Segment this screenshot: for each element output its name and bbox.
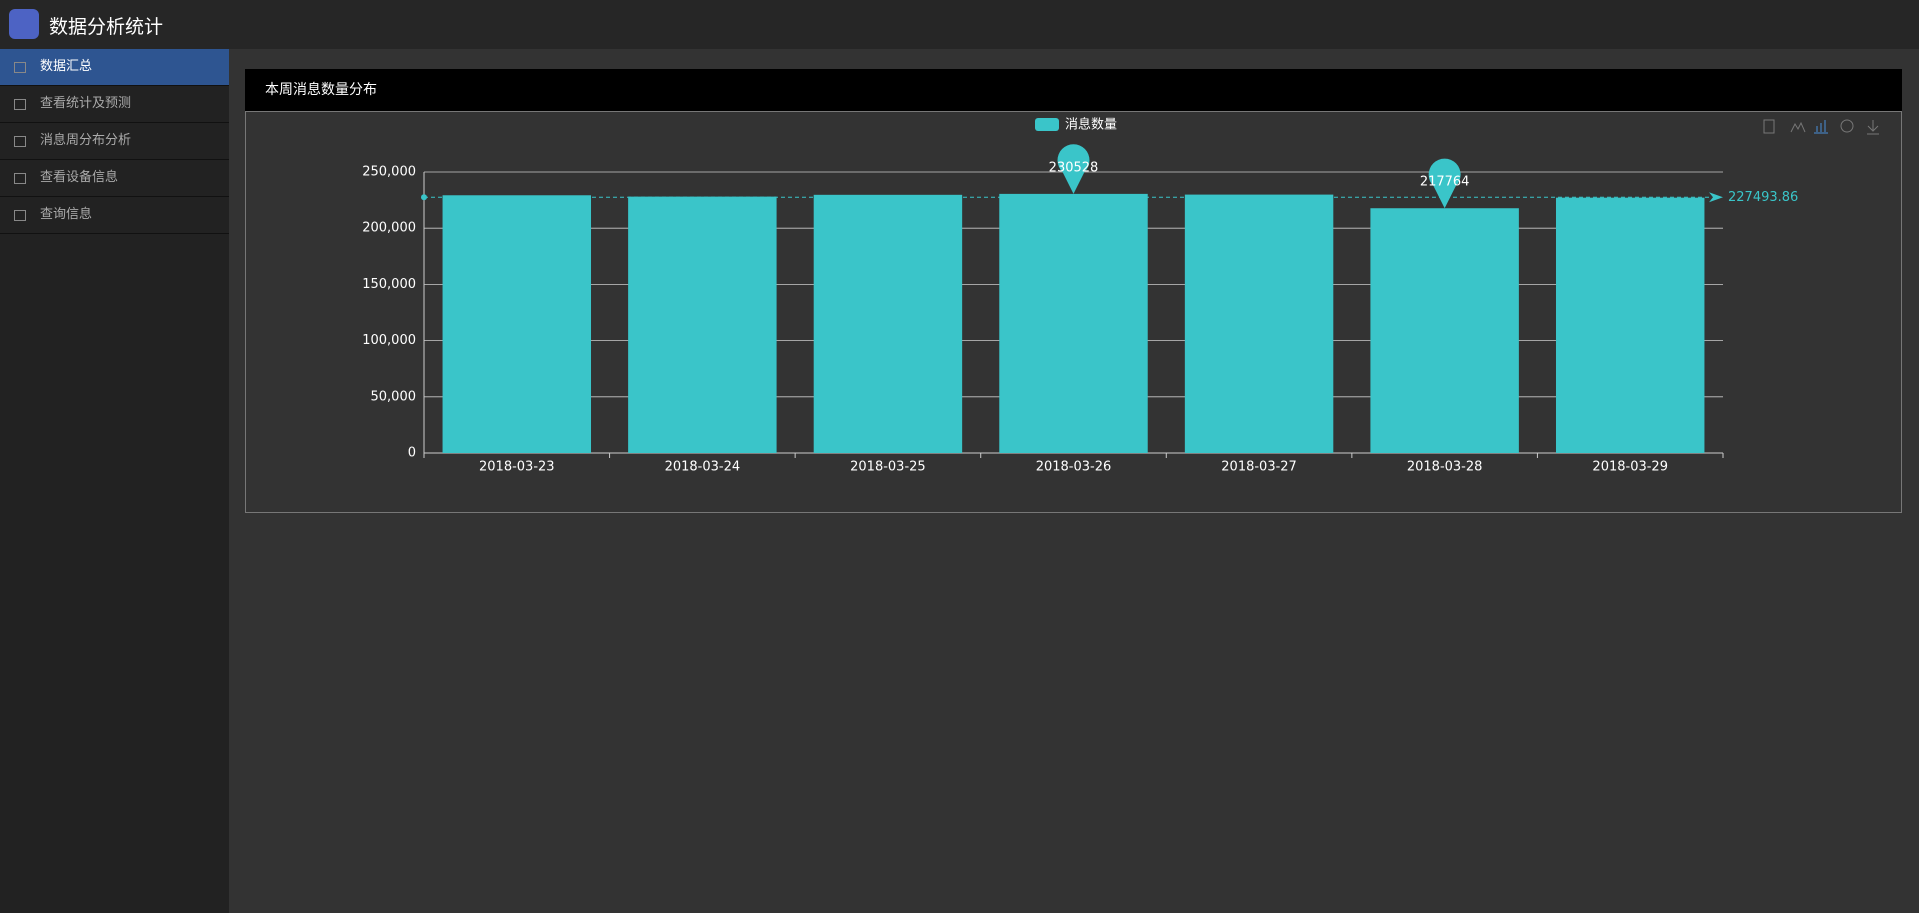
average-start — [421, 194, 427, 201]
menu-item[interactable]: 查看设备信息 — [0, 160, 229, 197]
y-tick-label: 100,000 — [362, 333, 416, 348]
y-tick-label: 250,000 — [362, 165, 416, 180]
bar — [1370, 208, 1519, 453]
menu-item[interactable]: 消息周分布分析 — [0, 123, 229, 160]
menu-item[interactable]: 查询信息 — [0, 197, 229, 234]
y-tick-label: 150,000 — [362, 277, 416, 292]
mark-pin — [1428, 158, 1461, 209]
y-tick-label: 50,000 — [371, 389, 417, 404]
logo — [9, 9, 39, 39]
bar — [999, 193, 1148, 453]
x-tick-label: 2018-03-25 — [850, 460, 926, 475]
menu-item[interactable]: 数据汇总 — [0, 49, 229, 86]
mark-label: 230528 — [1049, 160, 1099, 175]
app-title: 数据分析统计 — [49, 16, 164, 38]
x-tick-label: 2018-03-29 — [1592, 460, 1668, 475]
mark-pin — [1057, 144, 1090, 194]
bar — [813, 194, 963, 453]
x-tick-label: 2018-03-26 — [1036, 460, 1112, 475]
x-tick-label: 2018-03-27 — [1221, 460, 1297, 475]
mark-label: 217764 — [1420, 175, 1470, 190]
average-label: 227493.86 — [1728, 190, 1798, 205]
bar — [628, 196, 777, 453]
panel-title: 本周消息数量分布 — [265, 82, 377, 98]
toolbox[interactable] — [1763, 119, 1879, 135]
average-arrow — [1709, 192, 1723, 203]
bar — [1555, 197, 1705, 453]
header: 数据分析统计 — [0, 0, 1919, 49]
sidebar: 数据汇总 查看统计及预测 消息周分布分析 查看设备信息 查询信息 — [0, 49, 229, 913]
panel-header: 本周消息数量分布 — [245, 69, 1902, 111]
chart: 消息数量 0 50,000 100,000 150,000 200,000 250,000 2… — [362, 117, 1879, 475]
x-tick-label: 2018-03-28 — [1407, 460, 1483, 475]
bar — [1184, 194, 1334, 453]
x-tick-label: 2018-03-23 — [479, 460, 555, 475]
bar — [442, 195, 592, 454]
x-tick-label: 2018-03-24 — [665, 460, 741, 475]
legend-swatch — [1035, 118, 1059, 131]
menu-item[interactable]: 查看统计及预测 — [0, 86, 229, 123]
y-tick-label: 200,000 — [362, 221, 416, 236]
y-tick-label: 0 — [408, 446, 416, 461]
chart-box: 消息数量 0 50,000 100,000 150,000 200,000 250,000 2… — [245, 111, 1902, 513]
legend-label: 消息数量 — [1065, 117, 1117, 133]
